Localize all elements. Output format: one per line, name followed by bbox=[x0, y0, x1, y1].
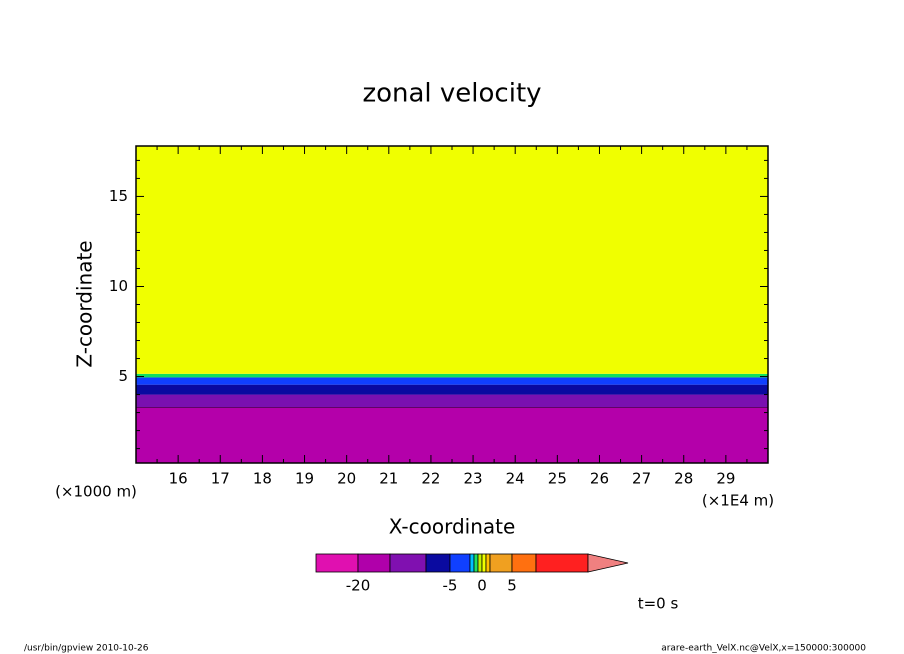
colorbar-segment bbox=[425, 553, 451, 573]
y-tick-label: 5 bbox=[118, 367, 128, 385]
colorbar-tick-label: -20 bbox=[346, 577, 371, 595]
colorbar-segment bbox=[485, 553, 491, 573]
colorbar-segment bbox=[469, 553, 475, 573]
x-unit: (×1E4 m) bbox=[702, 492, 774, 510]
x-tick-label: 22 bbox=[421, 470, 440, 488]
colorbar-segment bbox=[449, 553, 471, 573]
colorbar-segment bbox=[357, 553, 391, 573]
x-tick-label: 23 bbox=[464, 470, 483, 488]
x-tick-label: 27 bbox=[632, 470, 651, 488]
contour-layer bbox=[136, 146, 768, 374]
contour-layer bbox=[136, 384, 768, 395]
x-tick-label: 29 bbox=[716, 470, 735, 488]
y-axis-label: Z-coordinate bbox=[73, 240, 97, 367]
colorbar-tick-label: 0 bbox=[477, 577, 487, 595]
colorbar-tick-label: -5 bbox=[443, 577, 458, 595]
x-tick-label: 25 bbox=[548, 470, 567, 488]
contour-layer bbox=[136, 394, 768, 408]
x-tick-label: 21 bbox=[379, 470, 398, 488]
y-tick-label: 15 bbox=[109, 187, 128, 205]
x-axis-label: X-coordinate bbox=[389, 515, 516, 539]
x-tick-label: 28 bbox=[674, 470, 693, 488]
colorbar-segment bbox=[511, 553, 537, 573]
colorbar-segment bbox=[473, 553, 479, 573]
x-tick-label: 24 bbox=[506, 470, 525, 488]
x-tick-label: 17 bbox=[211, 470, 230, 488]
y-tick-label: 10 bbox=[109, 277, 128, 295]
contour-layer bbox=[136, 377, 768, 385]
colorbar-segment bbox=[315, 553, 359, 573]
colorbar-segment bbox=[481, 553, 487, 573]
colorbar-segment bbox=[535, 553, 589, 573]
x-tick-label: 18 bbox=[253, 470, 272, 488]
chart-title: zonal velocity bbox=[362, 79, 541, 109]
colorbar-segment bbox=[489, 553, 513, 573]
contour-layer bbox=[135, 406, 769, 464]
footer-left: /usr/bin/gpview 2010-10-26 bbox=[24, 644, 149, 654]
x-tick-label: 16 bbox=[169, 470, 188, 488]
colorbar-tick-label: 5 bbox=[507, 577, 517, 595]
contour-layer bbox=[136, 373, 768, 378]
y-unit: (×1000 m) bbox=[55, 483, 137, 501]
x-tick-label: 20 bbox=[337, 470, 356, 488]
x-tick-label: 26 bbox=[590, 470, 609, 488]
footer-right: arare-earth_VelX.nc@VelX,x=150000:300000 bbox=[661, 644, 866, 654]
colorbar-segment bbox=[389, 553, 427, 573]
colorbar-segment bbox=[477, 553, 483, 573]
time-label: t=0 s bbox=[638, 595, 679, 613]
colorbar-extend bbox=[587, 553, 629, 573]
x-tick-label: 19 bbox=[295, 470, 314, 488]
